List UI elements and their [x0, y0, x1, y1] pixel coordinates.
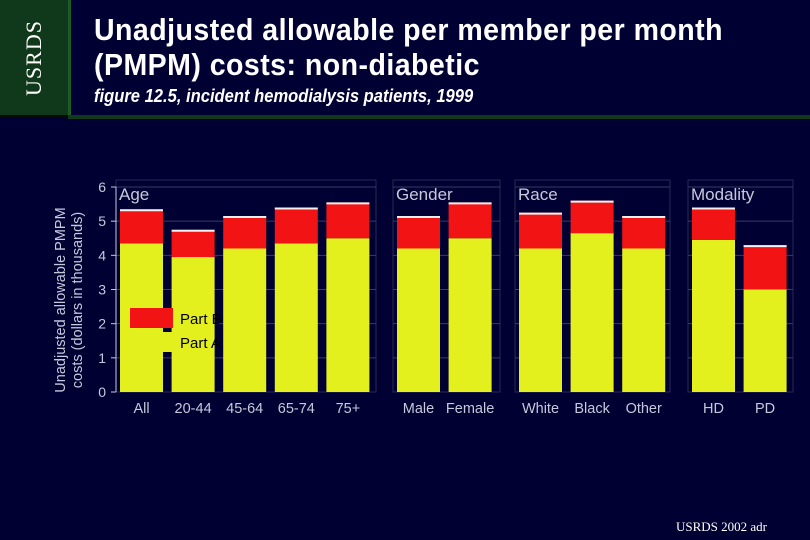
y-tick-label: 1 [98, 350, 106, 366]
footer-source: USRDS 2002 adr [676, 519, 768, 534]
bar-part-b-male [397, 216, 440, 249]
bar-part-a-75+ [326, 238, 370, 392]
header-divider [68, 115, 810, 119]
bar-part-a-other [622, 248, 666, 392]
bar-part-a-65-74 [274, 243, 318, 392]
bar-part-a-45-64 [223, 248, 267, 392]
bar-part-a-pd [743, 289, 787, 392]
y-axis-label-line-2: costs (dollars in thousands) [70, 212, 86, 389]
legend-label-part-b: Part B [180, 311, 222, 328]
y-tick-label: 2 [98, 316, 106, 332]
y-axis-label-line-1: Unadjusted allowable PMPM [53, 207, 69, 392]
bar-part-a-hd [692, 239, 735, 392]
bar-part-b-white [519, 212, 562, 249]
y-tick-label: 5 [98, 213, 106, 229]
slide-subtitle: figure 12.5, incident hemodialysis patie… [94, 86, 474, 106]
y-tick-label: 0 [98, 384, 106, 400]
y-tick-label: 6 [98, 179, 106, 195]
bar-part-b-hd [692, 207, 735, 240]
group-label-modality: Modality [691, 185, 755, 204]
y-tick-label: 3 [98, 282, 106, 298]
x-tick-label-female: Female [446, 401, 494, 417]
bar-part-a-white [519, 248, 562, 392]
bar-part-b-other [622, 216, 666, 249]
group-label-age: Age [119, 185, 149, 204]
bar-part-a-20-44 [171, 257, 215, 392]
bar-part-b-female [448, 202, 492, 239]
header-divider-vertical [68, 0, 71, 115]
bar-part-b-75+ [326, 202, 370, 239]
slide-title-line-2: (PMPM) costs: non-diabetic [94, 47, 480, 82]
x-tick-label-hd: HD [703, 401, 724, 417]
slide-title-line-1: Unadjusted allowable per member per mont… [94, 12, 723, 47]
bar-part-b-pd [743, 245, 787, 290]
bar-part-a-female [448, 238, 492, 392]
bar-part-b-20-44 [171, 229, 215, 258]
bar-part-a-male [397, 248, 440, 392]
x-tick-label-male: Male [403, 401, 434, 417]
group-label-gender: Gender [396, 185, 453, 204]
x-tick-label-other: Other [626, 401, 662, 417]
legend-swatch-part-a [130, 332, 173, 352]
bar-part-b-65-74 [274, 207, 318, 244]
bar-part-a-black [570, 233, 614, 392]
group-label-race: Race [518, 185, 558, 204]
bar-part-b-45-64 [223, 216, 267, 249]
y-tick-label: 4 [98, 247, 106, 263]
legend-label-part-a: Part A [180, 335, 221, 352]
x-tick-label-75+: 75+ [336, 401, 361, 417]
x-tick-label-white: White [522, 401, 559, 417]
bar-part-b-all [120, 209, 163, 244]
x-tick-label-65-74: 65-74 [278, 401, 315, 417]
x-tick-label-black: Black [574, 401, 610, 417]
x-tick-label-all: All [133, 401, 149, 417]
x-tick-label-pd: PD [755, 401, 775, 417]
slide-title: Unadjusted allowable per member per mont… [94, 12, 738, 82]
legend-swatch-part-b [130, 308, 173, 328]
x-tick-label-45-64: 45-64 [226, 401, 263, 417]
x-tick-label-20-44: 20-44 [175, 401, 212, 417]
bar-part-b-black [570, 200, 614, 234]
